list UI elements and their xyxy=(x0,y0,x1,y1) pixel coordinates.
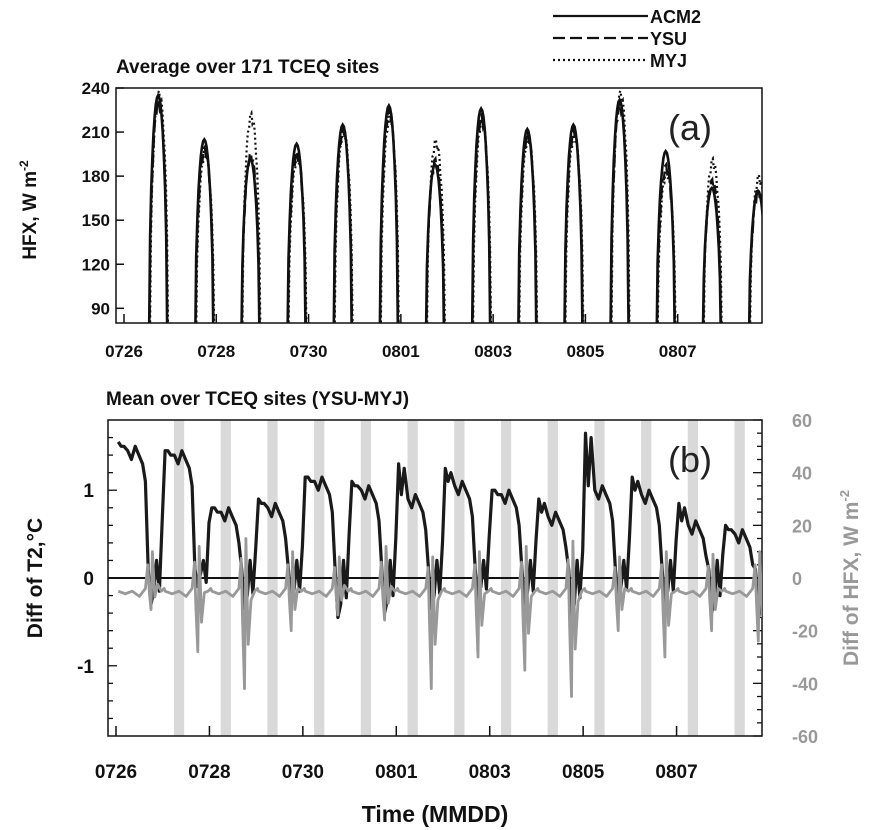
x-tick-label-b: 0728 xyxy=(188,762,230,783)
series-line-diff-hfx xyxy=(117,537,762,698)
panel-b: Mean over TCEQ sites (YSU-MYJ) -101 -60-… xyxy=(24,389,863,827)
y2-tick-label-b: 0 xyxy=(792,569,802,589)
x-tick-label-a: 0801 xyxy=(382,342,420,361)
y-axis-label-a: HFX, W m-2 xyxy=(17,160,41,260)
y-axis-label-b: Diff of T2,°C xyxy=(24,518,47,638)
y-tick-label-b: -1 xyxy=(77,657,94,678)
series-line-ysu xyxy=(148,96,762,323)
x-tick-label-b: 0803 xyxy=(469,762,511,783)
series-lines-a xyxy=(147,88,762,323)
y2-axis-label-b: Diff of HFX, W m-2 xyxy=(837,490,863,666)
y-axis-right-b: -60 -40 -20 0 20 40 60 xyxy=(753,411,818,747)
y2-axis-label-b-text: Diff of HFX, W m xyxy=(840,502,863,666)
x-axis-b: 0726 0728 0730 0801 0803 0805 0807 xyxy=(95,726,698,783)
legend-label-myj: MYJ xyxy=(650,51,687,71)
y2-tick-label-b: -60 xyxy=(792,727,818,747)
y2-tick-label-b: 20 xyxy=(792,516,812,536)
legend-label-acm2: ACM2 xyxy=(650,7,701,27)
x-tick-label-a: 0728 xyxy=(197,342,235,361)
y2-tick-label-b: -20 xyxy=(792,622,818,642)
y-tick-label-a: 240 xyxy=(82,79,110,98)
y-tick-label-a: 120 xyxy=(82,255,110,274)
y-tick-label-b: 1 xyxy=(83,481,94,502)
y-tick-label-a: 150 xyxy=(82,211,110,230)
y-tick-label-a: 90 xyxy=(91,299,110,318)
panel-b-title: Mean over TCEQ sites (YSU-MYJ) xyxy=(106,389,409,410)
x-tick-label-b: 0801 xyxy=(375,762,418,783)
panel-b-label: (b) xyxy=(668,439,712,480)
x-tick-label-a: 0730 xyxy=(290,342,328,361)
y-tick-label-a: 180 xyxy=(82,167,110,186)
panel-a-title: Average over 171 TCEQ sites xyxy=(116,57,379,78)
y2-tick-label-b: 40 xyxy=(792,464,812,484)
x-tick-label-b: 0805 xyxy=(562,762,605,783)
panel-a-label: (a) xyxy=(668,107,712,148)
x-tick-label-a: 0726 xyxy=(105,342,143,361)
x-tick-label-a: 0803 xyxy=(474,342,512,361)
x-axis-label-b: Time (MMDD) xyxy=(362,801,509,827)
legend-label-ysu: YSU xyxy=(650,29,687,49)
series-lines-b xyxy=(116,431,762,698)
y-tick-label-b: 0 xyxy=(83,569,94,590)
x-axis-a: 0726 0728 0730 0801 0803 0805 0807 xyxy=(105,314,697,361)
y-axis-label-a-sup: -2 xyxy=(17,160,31,171)
x-tick-label-a: 0805 xyxy=(567,342,605,361)
y2-tick-label-b: -40 xyxy=(792,674,818,694)
y-axis-a: 90 120 150 180 210 240 xyxy=(82,79,124,318)
series-line-myj xyxy=(148,88,762,323)
y2-axis-label-b-sup: -2 xyxy=(837,490,852,502)
x-tick-label-b: 0807 xyxy=(655,762,697,783)
y2-tick-label-b: 60 xyxy=(792,411,812,431)
x-tick-label-b: 0730 xyxy=(282,762,324,783)
x-tick-label-b: 0726 xyxy=(95,762,137,783)
x-tick-label-a: 0807 xyxy=(659,342,697,361)
y-axis-left-b: -1 0 1 xyxy=(77,436,117,720)
y-tick-label-a: 210 xyxy=(82,123,110,142)
y-axis-label-a-text: HFX, W m xyxy=(20,171,41,260)
